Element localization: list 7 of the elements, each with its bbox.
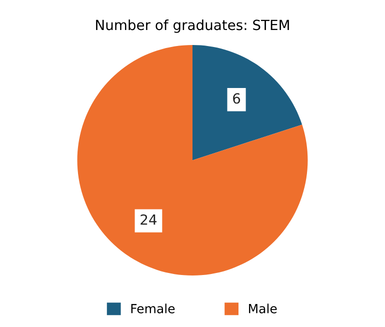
data-label: 24 — [140, 214, 157, 225]
legend-label: Female — [131, 304, 175, 314]
pie-slice — [192, 45, 302, 160]
chart-title: Number of graduates: STEM — [96, 19, 289, 33]
data-label: 6 — [233, 93, 240, 104]
pie-slice — [77, 45, 308, 276]
legend-label: Male — [249, 304, 277, 314]
